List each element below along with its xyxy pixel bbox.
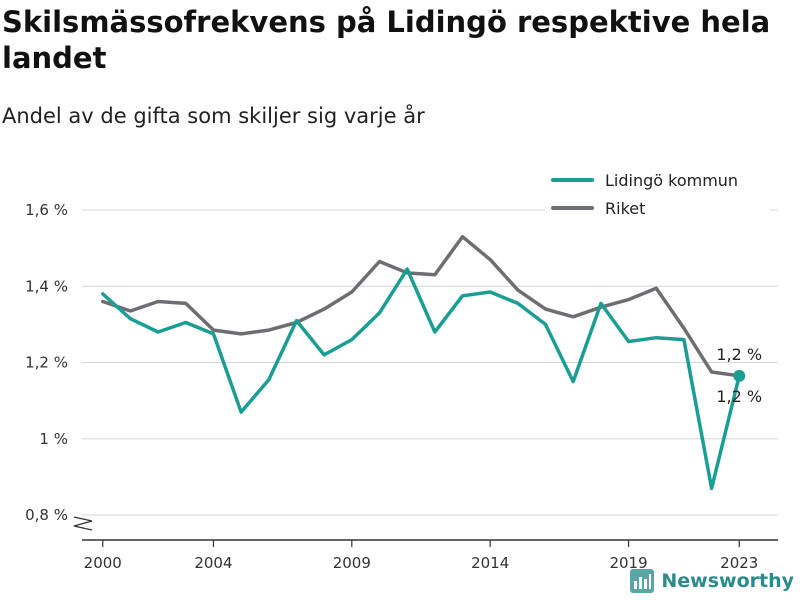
series-line-riket [101, 234, 742, 378]
y-tick-label: 1 % [39, 430, 68, 448]
legend-label: Riket [605, 199, 645, 218]
y-tick-label: 0,8 % [25, 506, 68, 524]
series-line-lidingo [101, 267, 742, 491]
brand-name: Newsworthy [661, 570, 794, 592]
x-tick-label: 2009 [333, 554, 371, 572]
end-value-labels: 1,2 % 1,2 % [716, 345, 762, 406]
chart-title: Skilsmässofrekvens på Lidingö respektive… [2, 5, 771, 75]
legend-label: Lidingö kommun [605, 171, 738, 190]
x-tick-label: 2014 [471, 554, 509, 572]
grid-lines [82, 209, 778, 516]
x-tick-label: 2019 [609, 554, 647, 572]
end-point-marker [733, 369, 746, 382]
legend-background [545, 165, 770, 225]
x-tick-label: 2023 [720, 554, 758, 572]
y-tick-label: 1,6 % [25, 201, 68, 219]
x-tick-label: 2000 [84, 554, 122, 572]
bar-chart-logo-icon [630, 569, 655, 593]
axis-break-icon [73, 516, 93, 531]
data-series [101, 234, 746, 491]
end-label-lidingo: 1,2 % [716, 387, 762, 406]
end-label-riket: 1,2 % [716, 345, 762, 364]
y-tick-label: 1,4 % [25, 277, 68, 295]
axes: 0,8 % 1 % 1,2 % 1,4 % 1,6 % 2000 2004 2009 2014 2… [25, 201, 778, 572]
chart-subtitle: Andel av de gifta som skiljer sig varje … [2, 104, 425, 128]
newsworthy-logo: Newsworthy [629, 568, 794, 594]
y-tick-label: 1,2 % [25, 354, 68, 372]
x-tick-label: 2004 [194, 554, 232, 572]
legend: Lidingö kommun Riket [545, 165, 770, 225]
